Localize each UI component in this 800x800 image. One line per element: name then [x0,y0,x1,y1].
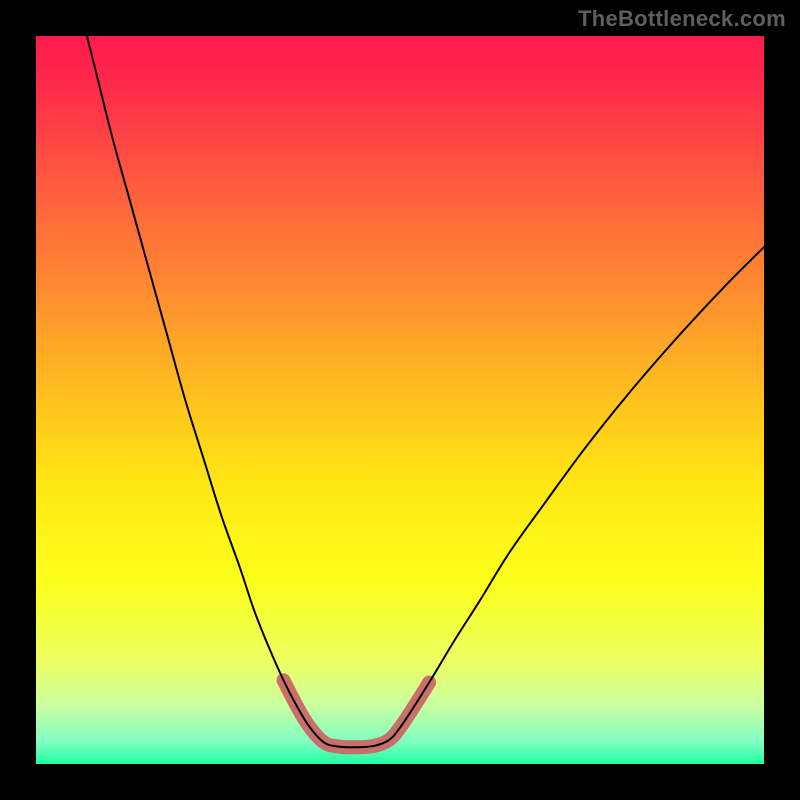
plot-area [36,36,764,764]
chart-svg [36,36,764,764]
chart-frame: TheBottleneck.com [0,0,800,800]
watermark-text: TheBottleneck.com [578,6,786,32]
gradient-background [36,36,764,764]
